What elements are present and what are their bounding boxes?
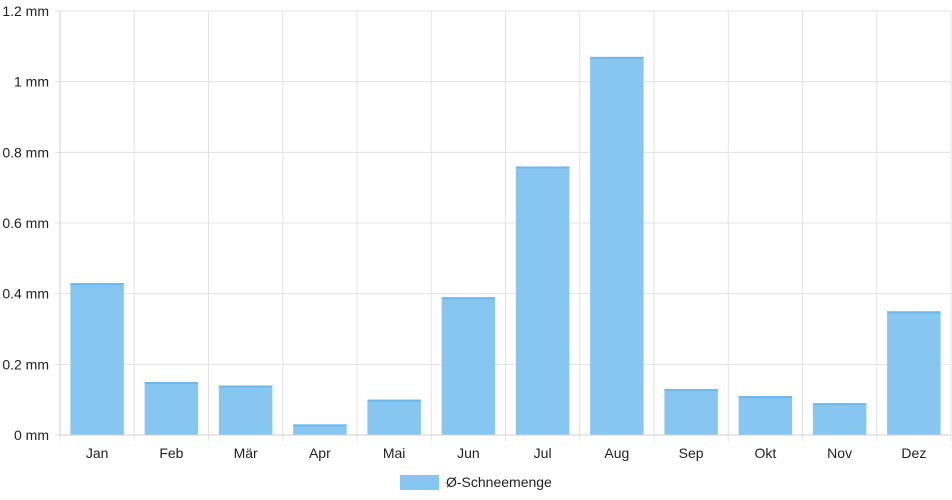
bar-mär[interactable] — [218, 385, 273, 435]
y-tick-label: 0.2 mm — [2, 356, 49, 372]
bar-apr[interactable] — [293, 424, 347, 435]
bar-feb[interactable] — [144, 382, 199, 435]
y-axis-tick-labels: 0 mm 0.2 mm 0.4 mm 0.6 mm 0.8 mm 1 mm 1.2 mm — [2, 3, 49, 443]
x-tick-label: Apr — [309, 445, 331, 461]
x-tick-label: Feb — [159, 445, 183, 461]
legend-label[interactable]: Ø-Schneemenge — [446, 474, 552, 490]
bar-sep[interactable] — [664, 389, 718, 435]
x-tick-label: Mär — [234, 445, 258, 461]
x-tick-label: Okt — [754, 445, 776, 461]
axes — [59, 11, 951, 436]
x-tick-label: Nov — [827, 445, 852, 461]
x-axis-tick-labels: Jan Feb Mär Apr Mai Jun Jul Aug Sep Okt Nov Dez — [86, 445, 926, 461]
bar-mai[interactable] — [367, 399, 421, 435]
legend[interactable]: Ø-Schneemenge — [400, 474, 552, 490]
y-tick-label: 0.6 mm — [2, 215, 49, 231]
bar-dez[interactable] — [887, 311, 941, 435]
y-tick-label: 1 mm — [14, 74, 49, 90]
x-tick-label: Jan — [86, 445, 109, 461]
y-tick-label: 0 mm — [14, 427, 49, 443]
bar-jul[interactable] — [515, 166, 570, 435]
x-tick-label: Dez — [901, 445, 926, 461]
y-tick-label: 1.2 mm — [2, 3, 49, 19]
x-tick-label: Aug — [604, 445, 629, 461]
y-tick-label: 0.4 mm — [2, 286, 49, 302]
x-tick-label: Jul — [534, 445, 552, 461]
bars — [70, 56, 941, 435]
x-tick-label: Sep — [679, 445, 704, 461]
bar-aug[interactable] — [590, 56, 644, 435]
bar-jan[interactable] — [70, 283, 124, 435]
legend-swatch[interactable] — [400, 475, 439, 490]
x-tick-label: Mai — [383, 445, 406, 461]
bar-okt[interactable] — [738, 396, 793, 435]
y-tick-label: 0.8 mm — [2, 144, 49, 160]
bar-nov[interactable] — [812, 403, 867, 435]
x-tick-label: Jun — [457, 445, 480, 461]
grid-lines — [55, 10, 952, 441]
bar-jun[interactable] — [441, 297, 496, 435]
